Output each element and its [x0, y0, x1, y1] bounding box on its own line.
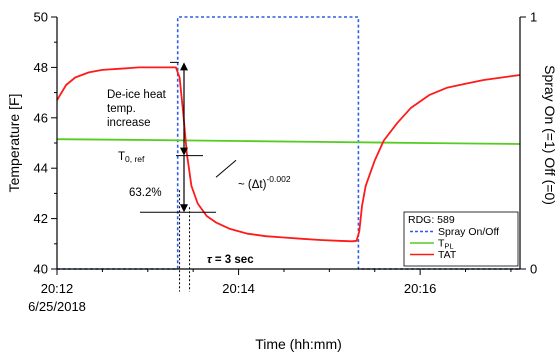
- power-law-leader: [215, 159, 237, 178]
- x-tick-sublabel: 6/25/2018: [28, 299, 86, 314]
- deice-label-line: temp.: [107, 103, 136, 115]
- tau-symbol: τ: [207, 254, 213, 266]
- pct-label: 63.2%: [129, 187, 162, 199]
- series-line-2: [56, 66, 521, 243]
- y2-tick-label: 1: [530, 10, 537, 25]
- y-tick-label: 44: [34, 161, 48, 176]
- deice-arrow-down-head: [180, 147, 188, 156]
- y2-axis-title: Spray On (=1) Off (=0): [542, 65, 556, 205]
- legend-label-subscript: PL: [444, 242, 453, 251]
- legend-label: TPL: [438, 238, 454, 251]
- annotation-layer: De-ice heat temp. increase T0, ref 63.2% ~ (Δ…: [107, 61, 291, 292]
- deice-arrow-up-head: [180, 62, 188, 71]
- t0-ref-subscript: 0, ref: [125, 154, 145, 164]
- series-line-1: [56, 138, 521, 145]
- legend-label: Spray On/Off: [438, 226, 499, 238]
- axes-layer: 40 42 44 46 48 50 0 1 20:12 6/25/2018 20:14 20:16 Ti…: [6, 10, 556, 353]
- power-law-exponent: -0.002: [266, 174, 290, 184]
- pct-arrow-head: [180, 204, 188, 213]
- legend-label: TAT: [438, 249, 457, 261]
- tau-value: = 3 sec: [212, 254, 254, 266]
- deice-label-line: increase: [107, 117, 150, 129]
- y-axis-title: Temperature [F]: [6, 94, 22, 193]
- legend-title: RDG: 589: [408, 214, 455, 226]
- x-tick-label: 20:12: [41, 281, 74, 296]
- y-tick-label: 50: [34, 10, 48, 25]
- y-tick-label: 42: [34, 211, 48, 226]
- y-tick-label: 48: [34, 60, 48, 75]
- y-tick-label: 40: [34, 262, 48, 277]
- t0-ref-label: T0, ref: [118, 151, 145, 164]
- x-axis-title: Time (hh:mm): [255, 336, 342, 352]
- y-tick-label: 46: [34, 110, 48, 125]
- power-law-label: ~ (Δt)-0.002: [238, 174, 291, 191]
- y2-tick-label: 0: [530, 262, 537, 277]
- legend-box: [403, 211, 519, 267]
- deice-label-line: De-ice heat: [107, 89, 167, 101]
- x-tick-label: 20:16: [404, 281, 437, 296]
- tau-label: τ = 3 sec: [207, 254, 254, 266]
- x-tick-label: 20:14: [222, 281, 255, 296]
